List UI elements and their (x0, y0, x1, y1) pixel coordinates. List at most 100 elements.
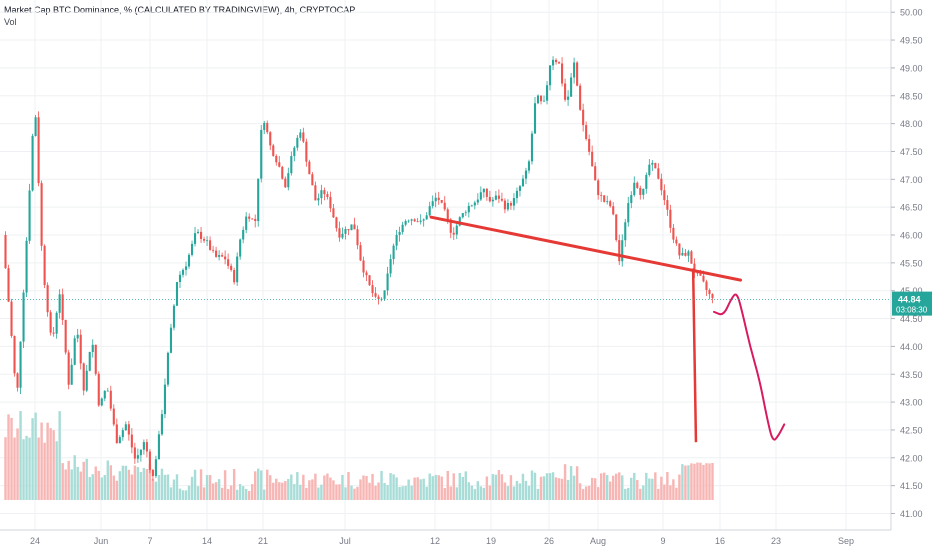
candle-body (515, 190, 518, 199)
volume-bar (587, 485, 591, 500)
price-tick-label: 49.00 (900, 63, 923, 73)
target-measure-line[interactable] (691, 268, 698, 443)
volume-bar (461, 476, 464, 500)
candle-body (404, 221, 407, 225)
volume-bar (473, 489, 477, 500)
candle-body (79, 334, 82, 364)
price-tick-label: 50.00 (900, 8, 923, 18)
candle-body (118, 437, 121, 444)
candle-body (464, 212, 467, 214)
volume-bar (199, 469, 203, 500)
volume-bar (353, 488, 356, 500)
volume-bar (455, 487, 458, 500)
candle-body (341, 233, 344, 238)
volume-bar (272, 482, 275, 500)
volume-bar (383, 482, 386, 500)
volume-bar (503, 482, 507, 500)
candle-body (648, 164, 651, 175)
candle-body (657, 168, 660, 179)
volume-bar (563, 464, 567, 500)
volume-bar (699, 462, 702, 500)
candle-body (711, 294, 714, 299)
candle-body (196, 231, 200, 234)
candle-body (115, 424, 118, 444)
candle-body (4, 235, 7, 269)
volume-bar (254, 471, 257, 500)
candle-body (353, 224, 356, 230)
volume-bar (308, 480, 311, 500)
volume-bar (536, 488, 540, 500)
candle-body (431, 201, 434, 207)
volume-bar (10, 417, 13, 500)
volume-bar (190, 476, 194, 500)
candle-body (371, 285, 374, 294)
volume-bar (702, 464, 705, 500)
candle-body (639, 187, 642, 195)
volume-bar (539, 476, 543, 500)
volume-bar (130, 474, 134, 500)
candle-body (684, 252, 687, 256)
candle-body (70, 364, 73, 385)
volume-bar (31, 418, 34, 500)
volume-bar (244, 488, 248, 500)
candle-body (702, 275, 705, 282)
candle-body (257, 178, 260, 222)
volume-bar (398, 486, 401, 500)
candle-body (13, 335, 16, 374)
volume-bar (184, 490, 188, 500)
time-tick-label: 12 (430, 536, 440, 546)
candle-body (600, 195, 603, 196)
volume-bar (94, 466, 97, 500)
candle-body (52, 332, 55, 334)
candle-body (332, 208, 335, 218)
last-price-value: 44.84 (898, 295, 921, 305)
price-tick-label: 46.50 (900, 203, 923, 213)
price-tick-label: 44.50 (900, 314, 923, 324)
volume-bar (407, 479, 410, 500)
volume-bar (82, 461, 85, 500)
candle-body (521, 178, 525, 187)
volume-bar (410, 485, 413, 500)
candle-body (705, 281, 708, 290)
candle-body (422, 219, 425, 221)
price-tick-label: 47.50 (900, 147, 923, 157)
volume-bar (446, 471, 449, 500)
candle-body (242, 229, 245, 240)
volume-bar (494, 474, 498, 500)
volume-bar (470, 485, 474, 500)
candle-body (518, 186, 522, 191)
volume-bar (575, 466, 579, 500)
candle-body (506, 203, 509, 210)
candle-body (527, 161, 531, 171)
candle-body (82, 363, 85, 391)
candle-body (163, 384, 167, 415)
volume-bar (401, 486, 404, 500)
volume-bar (28, 437, 31, 500)
candle-body (160, 414, 163, 435)
candle-body (28, 190, 31, 241)
volume-bar (323, 475, 326, 500)
candles (4, 56, 714, 481)
candle-body (25, 240, 28, 293)
volume-bar (127, 469, 131, 500)
projected-path-brush[interactable] (713, 293, 786, 441)
last-price-badge (892, 291, 932, 316)
volume-bar (79, 471, 82, 500)
candle-body (203, 238, 206, 241)
candle-body (642, 188, 645, 195)
volume-bar (488, 485, 492, 500)
volume-bar (627, 487, 630, 500)
neckline-trendline[interactable] (429, 215, 743, 282)
candle-body (479, 192, 482, 200)
volume-bar (440, 476, 443, 500)
candle-body (254, 218, 257, 222)
volume-bar (187, 485, 191, 500)
volume-bar (103, 475, 106, 500)
candle-body (458, 217, 461, 226)
candle-body (588, 138, 591, 152)
candle-body (145, 442, 148, 452)
candle-body (166, 352, 170, 385)
candle-body (49, 312, 52, 333)
volume-bar (524, 480, 528, 500)
